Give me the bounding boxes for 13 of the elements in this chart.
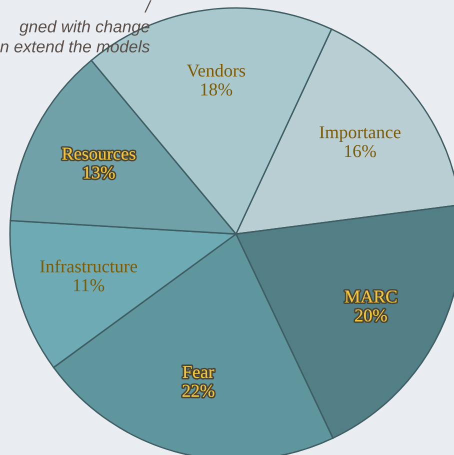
slice-label: Importance <box>320 126 400 142</box>
text: / <box>144 0 152 12</box>
data-label: 22% <box>182 384 214 398</box>
slice-label: Vendors <box>186 64 246 77</box>
data-label: 11% <box>74 279 104 292</box>
slice-label: Infrastructure <box>40 260 138 272</box>
data-label: 20% <box>355 309 387 322</box>
slice-label: Resources <box>62 148 136 160</box>
data-label: 18% <box>201 83 232 96</box>
slice-label: MARC <box>344 290 397 303</box>
data-label: 13% <box>84 166 115 179</box>
slice-label: Fear <box>182 366 214 378</box>
data-label: 16% <box>345 145 376 158</box>
